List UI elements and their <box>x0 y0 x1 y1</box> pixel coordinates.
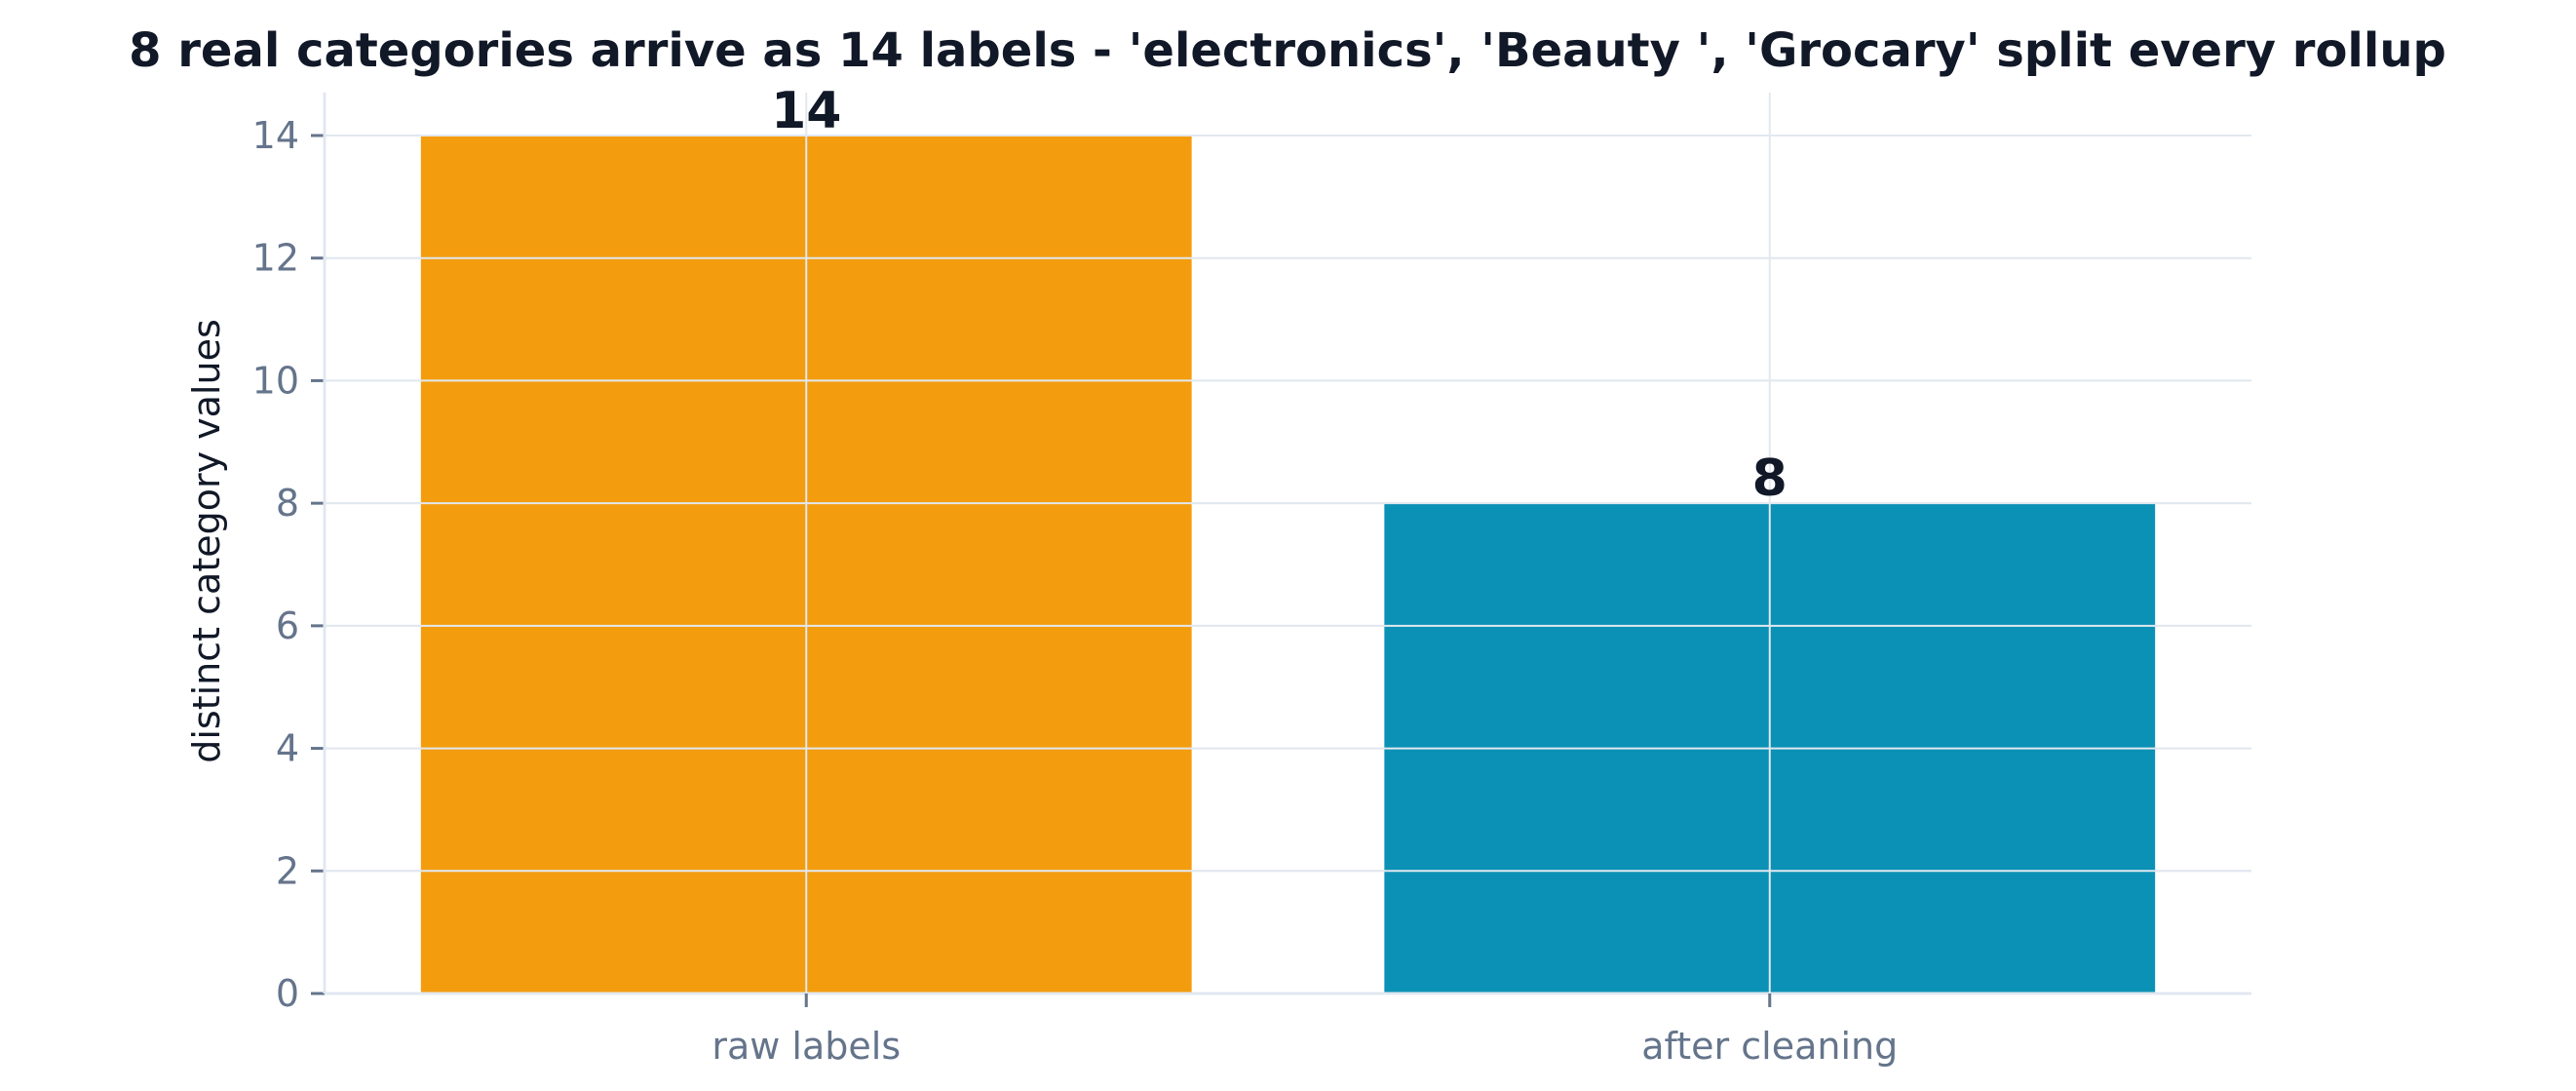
y-tick-label: 4 <box>276 727 299 770</box>
y-tick-label: 12 <box>252 237 299 280</box>
x-tick-label: after cleaning <box>1641 1025 1898 1068</box>
y-tick-label: 6 <box>276 604 299 647</box>
x-tick-label: raw labels <box>711 1025 901 1068</box>
y-tick-label: 8 <box>276 482 299 525</box>
labels: 0 2 4 6 8 10 12 14 raw labels after cleaning 14 8 <box>252 82 1899 1068</box>
y-tick-label: 10 <box>252 359 299 402</box>
axes <box>311 93 2251 1007</box>
bar-value-label: 8 <box>1752 449 1788 508</box>
y-tick-label: 14 <box>252 114 299 157</box>
y-tick-label: 0 <box>276 972 299 1015</box>
y-axis-label: distinct category values <box>185 319 228 763</box>
chart-title: 8 real categories arrive as 14 labels - … <box>129 23 2446 78</box>
bars <box>420 136 2156 994</box>
y-tick-label: 2 <box>276 849 299 892</box>
bar-value-label: 14 <box>771 82 841 140</box>
gridlines-over-bars <box>325 93 2251 994</box>
